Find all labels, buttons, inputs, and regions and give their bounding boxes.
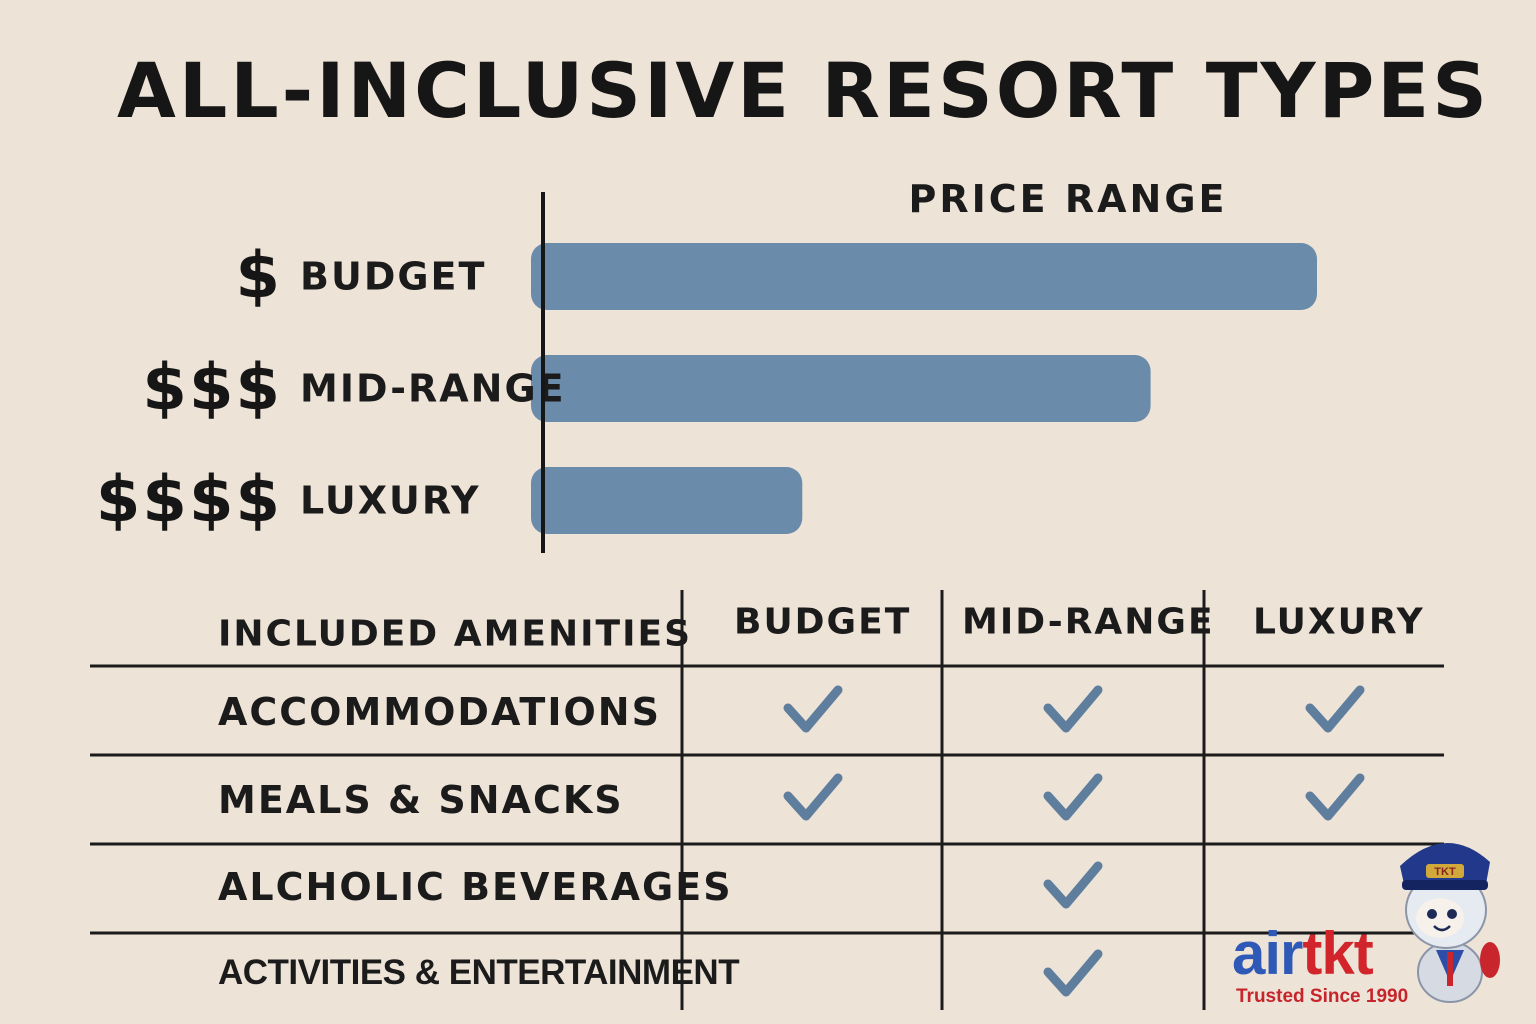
checkmark-icon — [1043, 949, 1103, 997]
checkmark-icon — [1043, 773, 1103, 821]
price-bar-luxury — [531, 467, 803, 534]
price-symbol-luxury: $$$$ — [96, 464, 282, 538]
column-header-budget: BUDGET — [734, 601, 912, 643]
svg-text:TKT: TKT — [1434, 866, 1456, 878]
pilot-mascot-icon: TKT — [1400, 842, 1500, 1003]
brand-part-air: air — [1232, 920, 1303, 987]
price-symbol-budget: $ — [235, 240, 282, 314]
row-label-alcoholic-beverages: ALCHOLIC BEVERAGES — [218, 865, 733, 909]
column-header-luxury: LUXURY — [1253, 601, 1425, 643]
brand-part-tkt: tkt — [1302, 920, 1373, 987]
checkmark-icon — [1305, 685, 1365, 733]
row-label-meals-snacks: MEALS & SNACKS — [218, 778, 624, 822]
row-label-accommodations: ACCOMMODATIONS — [218, 690, 661, 734]
brand-wordmark: airtkt — [1232, 924, 1374, 984]
price-bar-mid-range — [531, 355, 1151, 422]
category-label-budget: BUDGET — [300, 255, 486, 299]
row-label-activities-entertainment: ACTIVITIES & ENTERTAINMENT — [218, 953, 740, 992]
amenities-header: INCLUDED AMENITIES — [218, 613, 692, 655]
price-symbol-mid-range: $$$ — [142, 352, 282, 426]
column-header-mid-range: MID-RANGE — [962, 601, 1215, 643]
price-bar-budget — [531, 243, 1317, 310]
brand-tagline: Trusted Since 1990 — [1236, 986, 1409, 1007]
price-range-chart: PRICE RANGE $ BUDGET $$$ MID-RANGE $$$$ LUXURY — [96, 177, 1317, 553]
checkmark-icon — [783, 773, 843, 821]
airtkt-logo: TKT airtkt Trusted Since 1990 — [1228, 822, 1518, 1012]
category-label-luxury: LUXURY — [300, 479, 481, 523]
checkmark-icon — [1305, 773, 1365, 821]
category-label-mid-range: MID-RANGE — [300, 367, 566, 411]
checkmark-icon — [1043, 685, 1103, 733]
checkmark-icon — [1043, 861, 1103, 909]
page-title: ALL-INCLUSIVE RESORT TYPES — [117, 46, 1490, 135]
chart-title: PRICE RANGE — [909, 177, 1228, 221]
checkmark-icon — [783, 685, 843, 733]
